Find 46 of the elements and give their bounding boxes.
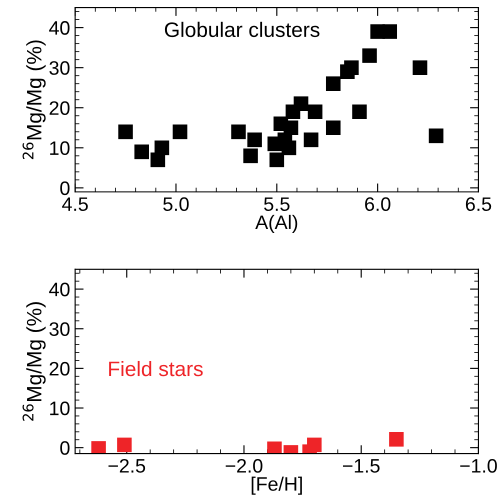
point: [294, 96, 308, 112]
point: [247, 132, 262, 148]
point: [326, 76, 341, 91]
y-tick-label: 0: [60, 181, 70, 196]
point: [231, 124, 246, 140]
x-tick-label: 6.5: [466, 197, 492, 212]
y-tick-label: 10: [50, 141, 70, 156]
x-tick-label: 4.5: [62, 197, 88, 212]
point: [326, 120, 341, 136]
x-tick-label: 5.0: [163, 197, 189, 212]
point: [308, 104, 322, 120]
y-tick-label: 30: [49, 61, 70, 75]
point: [304, 132, 318, 148]
y-tick-label: 40: [49, 282, 70, 296]
point: [282, 140, 296, 156]
y-tick-label: 30: [49, 322, 70, 336]
point: [362, 48, 377, 63]
x-tick-label: −2.5: [108, 458, 146, 473]
y-axis-title: $^{26}$Mg/Mg (%): [22, 302, 46, 421]
point: [344, 60, 359, 75]
x-axis-title: A(Al): [255, 214, 298, 233]
x-tick-label: 6.0: [365, 197, 390, 212]
x-axis-title: [Fe/H]: [252, 476, 302, 495]
point: [428, 128, 444, 144]
annotation: Field stars: [109, 360, 203, 376]
point: [412, 60, 428, 75]
y-tick-label: 40: [49, 21, 70, 35]
point: [382, 24, 398, 39]
y-tick-label: 20: [50, 101, 70, 115]
y-axis-title: $^{26}$Mg/Mg (%): [22, 40, 46, 160]
point: [243, 148, 258, 164]
point: [284, 120, 298, 136]
point: [172, 124, 188, 140]
point: [134, 144, 149, 160]
y-tick-label: 20: [50, 362, 70, 376]
point: [154, 140, 170, 156]
annotation: Globular clusters: [164, 22, 320, 38]
y-tick-label: 10: [50, 401, 70, 416]
point: [118, 124, 133, 140]
x-tick-label: −1.5: [342, 459, 380, 473]
point: [352, 104, 367, 120]
x-tick-label: 5.5: [264, 197, 290, 212]
point: [270, 152, 284, 168]
y-tick-label: 0: [60, 441, 70, 455]
x-tick-label: −1.0: [460, 458, 497, 473]
x-tick-label: −2.0: [226, 458, 262, 473]
